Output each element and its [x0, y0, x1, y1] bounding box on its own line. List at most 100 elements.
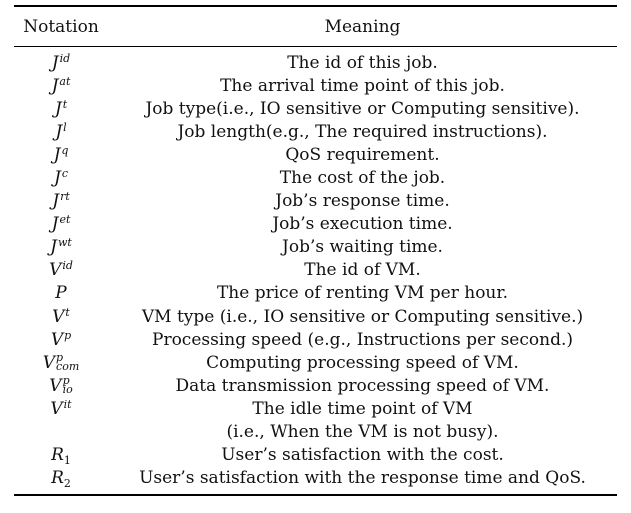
notation-cell: Jet: [14, 214, 108, 234]
symbol-subscript: com: [56, 360, 80, 374]
table-row: Jid The id of this job.: [14, 51, 617, 74]
symbol-base: J: [54, 168, 61, 189]
symbol-base: P: [55, 283, 67, 304]
table-row: Vt VM type (i.e., IO sensitive or Computi…: [14, 305, 617, 328]
meaning-cell: QoS requirement.: [285, 144, 440, 165]
notation-cell: Jc: [14, 168, 108, 188]
notation-cell: Jq: [14, 145, 108, 165]
notation-symbol: Jt: [55, 99, 67, 119]
notation-symbol: Jid: [52, 53, 70, 73]
symbol-superscript: id: [62, 259, 73, 273]
table-header-row: Notation Meaning: [14, 7, 617, 46]
table-row: Jrt Job’s response time.: [14, 190, 617, 213]
notation-symbol: R1: [51, 445, 71, 466]
notation-cell: P: [14, 283, 108, 303]
notation-cell: Jid: [14, 53, 108, 73]
header-notation: Notation: [23, 16, 99, 37]
meaning-cell: User’s satisfaction with the response ti…: [139, 468, 586, 489]
symbol-base: V: [52, 306, 65, 327]
notation-symbol: Vit: [50, 399, 71, 419]
meaning-cell: Job type(i.e., IO sensitive or Computing…: [145, 98, 580, 119]
notation-cell: Vp: [14, 330, 108, 350]
notation-cell: Jl: [14, 122, 108, 142]
table-row: R1 User’s satisfaction with the cost.: [14, 444, 617, 467]
notation-cell: Vt: [14, 307, 108, 327]
notation-cell: R2: [14, 468, 108, 491]
table-row: Jt Job type(i.e., IO sensitive or Computi…: [14, 97, 617, 120]
symbol-base: J: [54, 98, 62, 119]
table-row: Jl Job length(e.g., The required instruct…: [14, 120, 617, 143]
notation-symbol: Jat: [52, 76, 71, 96]
symbol-superscript: t: [62, 97, 68, 111]
symbol-superscript: l: [63, 120, 67, 134]
meaning-cell: Data transmission processing speed of VM…: [175, 375, 550, 396]
meaning-cell: Job’s response time.: [275, 191, 450, 212]
notation-symbol: Vid: [49, 260, 73, 280]
notation-cell: Jt: [14, 99, 108, 119]
header-meaning: Meaning: [324, 16, 401, 37]
symbol-scripts: p com: [56, 352, 80, 374]
meaning-cell: Job’s execution time.: [272, 214, 453, 235]
symbol-base: V: [50, 398, 63, 419]
notation-cell: Jat: [14, 76, 108, 96]
symbol-superscript: et: [59, 213, 71, 227]
symbol-superscript: id: [59, 51, 71, 65]
notation-cell: Jrt: [14, 191, 108, 211]
symbol-superscript: at: [59, 74, 71, 88]
notation-symbol: Jet: [52, 214, 71, 234]
notation-symbol: Vt: [52, 307, 70, 327]
notation-symbol: Vp: [51, 330, 71, 350]
symbol-scripts: p io: [62, 375, 73, 397]
table-body: Jid The id of this job. Jat The arrival tim…: [14, 47, 617, 494]
table-row: R2 User’s satisfaction with the response …: [14, 467, 617, 490]
symbol-base: V: [49, 260, 62, 281]
header-rule: [14, 46, 617, 47]
notation-symbol: Jq: [54, 145, 69, 165]
meaning-cell: The price of renting VM per hour.: [216, 283, 509, 304]
symbol-superscript: p: [64, 328, 72, 342]
notation-symbol: Jwt: [50, 237, 72, 257]
notation-cell: Jwt: [14, 237, 108, 257]
meaning-cell: Processing speed (e.g., Instructions per…: [152, 329, 573, 350]
table-row: Vid The id of VM.: [14, 259, 617, 282]
top-rule: [14, 5, 617, 7]
symbol-superscript: q: [61, 143, 69, 157]
notation-table: Notation Meaning Jid The id of this job. J…: [14, 5, 617, 496]
table-row: P The price of renting VM per hour.: [14, 282, 617, 305]
symbol-base: V: [42, 352, 56, 373]
notation-cell: R1: [14, 445, 108, 466]
table-row: Vit The idle time point of VM: [14, 397, 617, 420]
table-row: Jet Job’s execution time.: [14, 213, 617, 236]
table-row: Jat The arrival time point of this job.: [14, 74, 617, 97]
symbol-base: R: [51, 445, 64, 466]
symbol-base: J: [51, 214, 59, 235]
symbol-subscript: 2: [63, 477, 71, 491]
meaning-cell: The id of VM.: [304, 260, 421, 281]
meaning-cell: (i.e., When the VM is not busy).: [226, 422, 499, 443]
meaning-cell: The id of this job.: [287, 52, 438, 73]
table-row: Jc The cost of the job.: [14, 166, 617, 189]
notation-symbol: Jc: [54, 168, 68, 188]
symbol-superscript: it: [63, 397, 72, 411]
meaning-cell: Job’s waiting time.: [282, 237, 443, 258]
notation-symbol: Jrt: [52, 191, 70, 211]
meaning-cell: The idle time point of VM: [252, 398, 473, 419]
symbol-subscript: io: [62, 383, 73, 397]
symbol-superscript: t: [65, 305, 70, 319]
notation-symbol: P: [55, 283, 66, 303]
notation-symbol: Jl: [55, 122, 66, 142]
meaning-cell: The cost of the job.: [279, 168, 446, 189]
symbol-superscript: rt: [60, 190, 70, 204]
table-row: (i.e., When the VM is not busy).: [14, 421, 617, 444]
symbol-base: V: [50, 329, 64, 350]
table-row: Jq QoS requirement.: [14, 143, 617, 166]
notation-symbol: R2: [51, 468, 71, 491]
table-row: Jwt Job’s waiting time.: [14, 236, 617, 259]
symbol-base: J: [55, 121, 63, 142]
